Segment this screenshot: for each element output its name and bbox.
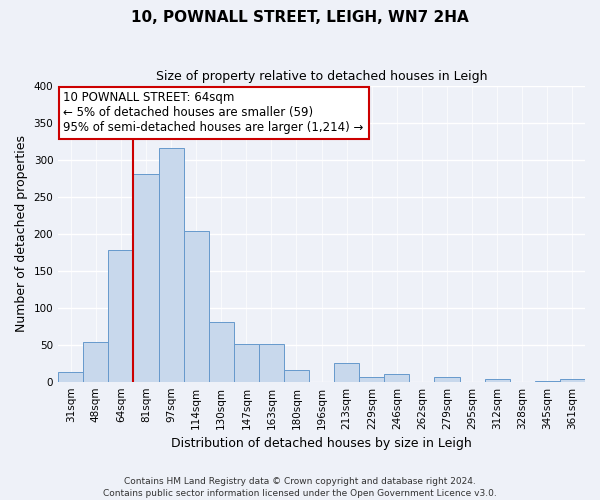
Bar — [158, 148, 184, 382]
Bar — [485, 380, 510, 382]
Bar — [334, 363, 359, 382]
Y-axis label: Number of detached properties: Number of detached properties — [15, 135, 28, 332]
Bar — [83, 342, 109, 382]
Bar — [560, 378, 585, 382]
Bar — [385, 374, 409, 382]
Bar — [359, 377, 385, 382]
Text: 10, POWNALL STREET, LEIGH, WN7 2HA: 10, POWNALL STREET, LEIGH, WN7 2HA — [131, 10, 469, 25]
Bar — [209, 322, 234, 382]
Bar — [234, 344, 259, 382]
Bar — [535, 381, 560, 382]
Title: Size of property relative to detached houses in Leigh: Size of property relative to detached ho… — [156, 70, 487, 83]
Bar — [133, 174, 158, 382]
Bar — [434, 377, 460, 382]
Bar — [184, 232, 209, 382]
Bar — [259, 344, 284, 382]
Bar — [284, 370, 309, 382]
Text: 10 POWNALL STREET: 64sqm
← 5% of detached houses are smaller (59)
95% of semi-de: 10 POWNALL STREET: 64sqm ← 5% of detache… — [64, 92, 364, 134]
Text: Contains HM Land Registry data © Crown copyright and database right 2024.
Contai: Contains HM Land Registry data © Crown c… — [103, 476, 497, 498]
X-axis label: Distribution of detached houses by size in Leigh: Distribution of detached houses by size … — [171, 437, 472, 450]
Bar — [58, 372, 83, 382]
Bar — [109, 250, 133, 382]
